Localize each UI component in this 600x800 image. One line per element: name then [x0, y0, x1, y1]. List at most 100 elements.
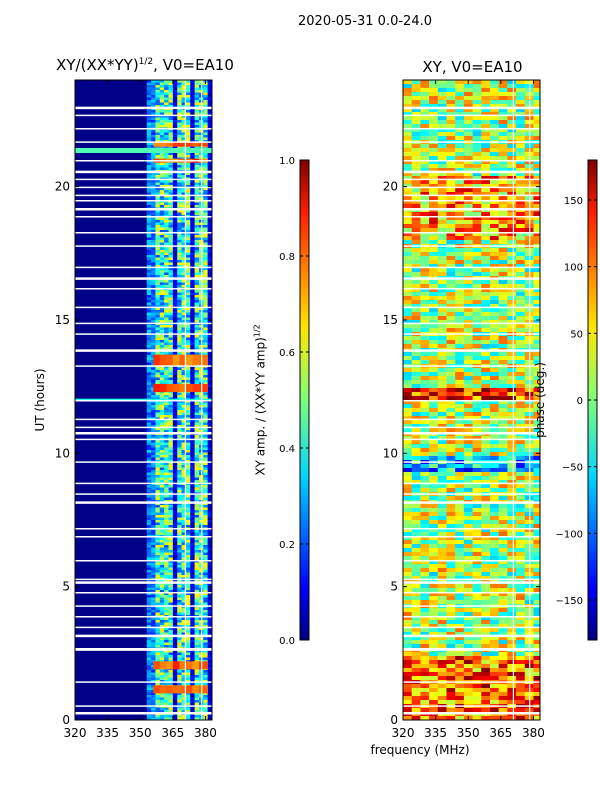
left-heatmap-cell: [177, 610, 182, 613]
left-heatmap-cell: [146, 552, 152, 556]
left-heatmap-cell: [177, 420, 182, 423]
right-heatmap-cell: [411, 200, 421, 205]
left-heatmap-cell: [151, 655, 156, 658]
left-heatmap-cell: [164, 632, 169, 636]
left-heatmap-cell: [168, 592, 174, 596]
left-heatmap-cell: [146, 702, 152, 706]
left-heatmap-cell: [151, 100, 156, 103]
right-heatmap-cell: [533, 248, 541, 253]
left-heatmap-cell: [168, 640, 174, 643]
left-heatmap-cell: [185, 197, 191, 201]
left-heatmap-cell: [172, 205, 178, 208]
left-heatmap-cell: [164, 115, 169, 118]
left-heatmap-gaps: [75, 80, 212, 720]
right-heatmap-cell: [516, 204, 526, 209]
left-heatmap-cell: [146, 677, 152, 681]
left-heatmap-cell: [151, 212, 156, 216]
left-heatmap-cell: [155, 225, 161, 228]
left-heatmap-cell: [207, 275, 213, 278]
left-heatmap-cell: [168, 300, 174, 303]
left-heatmap-cell: [181, 82, 187, 86]
left-heatmap-cell: [185, 240, 191, 243]
left-heatmap-cell: [190, 410, 195, 413]
left-heatmap-cell: [151, 502, 156, 506]
left-heatmap-cell: [168, 195, 174, 198]
right-heatmap-cell: [429, 304, 439, 309]
left-heatmap-cell: [185, 202, 191, 206]
left-heatmap-cell: [185, 185, 191, 188]
left-heatmap-cell: [185, 445, 191, 448]
left-heatmap-cell: [168, 707, 174, 711]
left-heatmap-cell: [155, 475, 161, 478]
left-heatmap-cell: [155, 102, 161, 106]
left-heatmap-cell: [181, 497, 187, 501]
left-heatmap-cell: [164, 395, 169, 398]
left-gap-row: [75, 501, 212, 504]
right-heatmap-cell: [446, 172, 456, 177]
left-heatmap-cell: [166, 384, 176, 392]
left-heatmap-cell: [146, 627, 152, 631]
left-heatmap-cell: [185, 190, 191, 193]
left-heatmap-cell: [194, 472, 200, 476]
left-heatmap-cell: [177, 715, 182, 718]
left-heatmap-cell: [164, 585, 169, 588]
right-heatmap-cell: [403, 84, 412, 89]
right-heatmap-cell: [498, 180, 508, 185]
left-heatmap-cell: [168, 227, 174, 231]
left-heatmap-cell: [181, 522, 187, 526]
right-heatmap-cell: [411, 100, 421, 105]
right-heatmap-cell: [533, 264, 541, 269]
left-heatmap-cell: [172, 335, 178, 338]
left-heatmap-cell: [159, 465, 165, 468]
left-heatmap-cell: [203, 515, 208, 518]
left-heatmap-cell: [146, 262, 152, 266]
left-heatmap-cell: [155, 407, 161, 411]
left-heatmap-cell: [168, 442, 174, 446]
left-heatmap-cell: [168, 237, 174, 241]
left-heatmap-cell: [146, 562, 152, 566]
right-heatmap-cell: [455, 180, 465, 185]
left-heatmap-cell: [168, 262, 174, 266]
left-heatmap-cell: [168, 275, 174, 278]
right-heatmap-cell: [498, 220, 508, 225]
right-heatmap-cell: [489, 252, 499, 257]
left-heatmap-cell: [194, 80, 200, 83]
left-heatmap-cell: [146, 507, 152, 511]
left-heatmap-cell: [168, 622, 174, 626]
left-heatmap-cell: [185, 310, 191, 313]
left-heatmap-cell: [164, 470, 169, 473]
left-heatmap-cell: [185, 377, 191, 381]
left-heatmap-cell: [190, 525, 195, 528]
left-heatmap-cell: [185, 370, 191, 373]
left-heatmap-cell: [164, 220, 169, 223]
left-heatmap-cell: [203, 92, 208, 96]
left-heatmap-cell: [179, 354, 189, 366]
left-heatmap-cell: [181, 337, 187, 341]
left-heatmap-cell: [185, 707, 191, 711]
left-heatmap-cell: [168, 617, 174, 621]
right-heatmap-cell: [420, 256, 430, 261]
left-heatmap-cell: [172, 90, 178, 93]
left-heatmap-cell: [181, 377, 187, 381]
left-heatmap-cell: [181, 92, 187, 96]
left-heatmap-cell: [159, 222, 165, 226]
left-heatmap-cell: [207, 485, 213, 488]
left-heatmap-cell: [159, 82, 165, 86]
left-heatmap-cell: [146, 220, 152, 223]
left-heatmap-cell: [151, 247, 156, 251]
left-heatmap-cell: [164, 537, 169, 541]
right-heatmap-cell: [489, 144, 499, 149]
left-heatmap-cell: [168, 595, 174, 598]
left-heatmap-cell: [168, 572, 174, 576]
right-heatmap-cell: [420, 92, 430, 97]
right-heatmap-cell: [437, 292, 447, 297]
left-heatmap-cell: [185, 142, 195, 147]
left-heatmap-cell: [159, 90, 165, 93]
left-heatmap-cell: [168, 537, 174, 541]
right-heatmap-cell: [489, 316, 499, 321]
right-heatmap-cell: [489, 136, 499, 141]
right-heatmap-cell: [507, 96, 517, 101]
right-heatmap-cell: [411, 204, 421, 209]
right-heatmap-cell: [429, 176, 439, 181]
right-heatmap-cell: [472, 200, 482, 205]
